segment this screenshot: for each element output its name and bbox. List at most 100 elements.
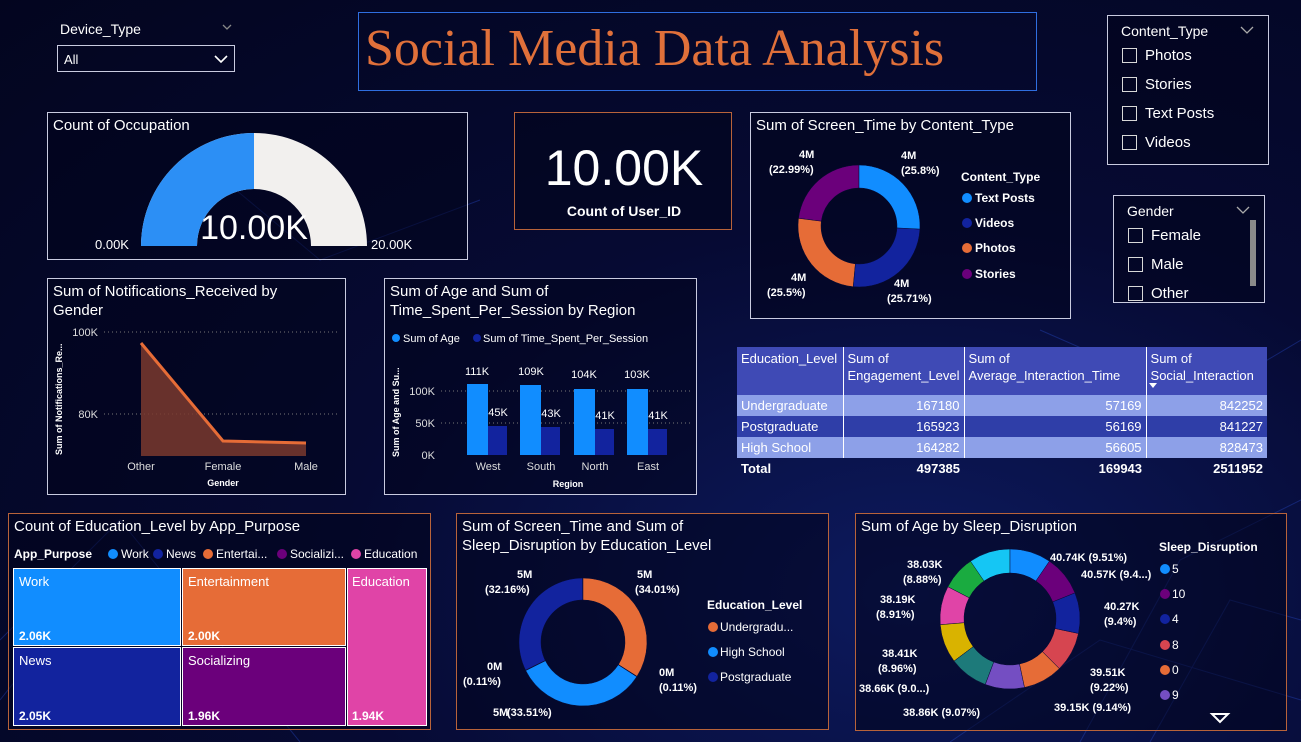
data-label: (25.71%) [887,293,932,305]
legend-label: Work [121,547,150,561]
gauge-value: 10.00K [200,209,308,247]
panel-title: Sum of Age by Sleep_Disruption [861,518,1077,535]
eraser-icon[interactable] [221,20,233,32]
gender-slicer[interactable]: Gender Female Male Other [1113,195,1265,303]
x-tick: Female [205,461,242,473]
table-row[interactable]: High School 164282 56605 828473 [737,437,1267,458]
content-type-option[interactable]: Photos [1122,47,1192,64]
region-panel: Sum of Age and Sum of Time_Spent_Per_Ses… [384,278,697,495]
donut-slice-high-school[interactable] [525,660,638,707]
column-header[interactable]: Sum of Social_Interaction [1146,347,1267,395]
treemap-tile-news[interactable]: News 2.05K [13,647,181,726]
legend-title: App_Purpose [14,547,92,561]
y-tick: 50K [415,418,435,430]
bar-time-spent [595,429,614,455]
legend-marker [708,622,718,632]
kpi-label: Count of User_ID [566,203,682,219]
gender-label: Gender [1127,203,1174,219]
sleep-education-donut[interactable]: 5M (34.01%) 0M (0.11%) 5M (33.51%) 0M (0… [457,514,830,731]
data-label: (8.91%) [876,609,915,621]
legend-label: Videos [975,216,1014,230]
table-row[interactable]: Postgraduate 165923 56169 841227 [737,416,1267,437]
column-header[interactable]: Education_Level [737,347,844,395]
content-type-option[interactable]: Stories [1122,76,1192,93]
x-axis-label: Region [553,479,584,489]
data-label: 0M [487,661,502,673]
content-type-slicer[interactable]: Content_Type Photos Stories Text Posts V… [1107,15,1269,165]
content-type-option[interactable]: Videos [1122,134,1191,151]
data-label: 0M [659,667,674,679]
option-label: Other [1151,285,1189,302]
data-label: (9.4%) [1104,616,1137,628]
option-label: Male [1151,256,1184,273]
donut-slice-c[interactable] [939,586,970,625]
data-label: (22.99%) [769,164,814,176]
legend-label: Undergradu... [720,620,793,634]
donut-slice-5[interactable] [1009,548,1050,582]
gender-option[interactable]: Other [1128,285,1189,302]
device-type-slicer[interactable]: Device_Type All [57,18,235,72]
data-label: 5M [637,569,652,581]
y-tick: 100K [409,386,435,398]
donut-slice-postgraduate[interactable] [518,577,583,671]
donut-slice-9[interactable] [984,661,1025,690]
column-header[interactable]: Sum of Engagement_Level [843,347,965,395]
y-tick: 100K [72,327,98,339]
legend-marker [108,549,118,559]
treemap-tile-work[interactable]: Work 2.06K [13,568,181,646]
dashboard-title-box: Social Media Data Analysis [358,12,1037,91]
column-header[interactable]: Sum of Average_Interaction_Time [964,347,1147,395]
donut-slice-0[interactable] [1019,651,1060,688]
area-fill [141,343,306,456]
chevron-down-icon[interactable] [1240,25,1254,35]
donut-slice-a[interactable] [953,646,995,685]
checkbox[interactable] [1122,106,1137,121]
data-label: 111K [465,366,490,378]
age-sleep-donut[interactable]: 40.74K (9.51%) 40.57K (9.4...) 40.27K (9… [856,514,1288,732]
checkbox[interactable] [1122,48,1137,63]
gender-option[interactable]: Male [1128,256,1184,273]
legend-label: 0 [1172,663,1179,677]
table-row[interactable]: Undergraduate 167180 57169 842252 [737,395,1267,416]
donut-slice-8[interactable] [1042,628,1079,669]
donut-slice-photos[interactable] [797,218,856,287]
checkbox[interactable] [1128,228,1143,243]
legend-title: Education_Level [707,598,802,612]
content-type-option[interactable]: Text Posts [1122,105,1214,122]
gauge-max: 20.00K [371,237,413,252]
bar-sum-of-age [627,389,648,455]
sort-desc-icon[interactable] [1149,383,1157,389]
checkbox[interactable] [1122,77,1137,92]
donut-slice-undergraduate[interactable] [582,577,648,677]
data-label: 43K [541,408,561,420]
donut-slice-videos[interactable] [852,227,921,288]
donut-slice-4[interactable] [1052,592,1081,634]
treemap-tile-socializing[interactable]: Socializing 1.96K [182,647,346,726]
checkbox[interactable] [1122,135,1137,150]
bar-sum-of-age [467,384,488,455]
treemap-tile-education[interactable]: Education 1.94K [347,568,427,726]
scrollbar[interactable] [1250,220,1256,286]
panel-title: Count of Education_Level by App_Purpose [14,518,301,535]
gender-option[interactable]: Female [1128,227,1201,244]
device-type-dropdown[interactable]: All [57,45,235,72]
donut-slice-b[interactable] [939,622,974,662]
notifications-area-chart[interactable]: Sum of Notifications_Re... 100K 80K Othe… [48,279,347,496]
legend-marker [962,269,972,279]
legend-title: Sleep_Disruption [1159,540,1258,554]
gauge-fill [141,133,254,246]
donut-slice-text-posts[interactable] [858,164,921,230]
checkbox[interactable] [1128,257,1143,272]
region-bar-chart[interactable]: Sum of Age Sum of Time_Spent_Per_Session… [385,279,698,496]
gauge-min: 0.00K [95,237,129,252]
donut-slice-10[interactable] [1035,560,1076,603]
content-donut-chart[interactable]: 4M (25.8%) 4M (25.71%) 4M (25.5%) 4M (22… [751,113,1072,320]
legend-label: Sum of Age [403,333,460,345]
education-table[interactable]: Education_Level Sum of Engagement_Level … [737,347,1267,479]
legend-marker [203,549,213,559]
data-label: (25.5%) [767,287,806,299]
checkbox[interactable] [1128,286,1143,301]
chevron-down-icon[interactable] [1236,205,1250,215]
treemap-tile-entertainment[interactable]: Entertainment 2.00K [182,568,346,646]
gauge-chart[interactable] [48,113,469,261]
